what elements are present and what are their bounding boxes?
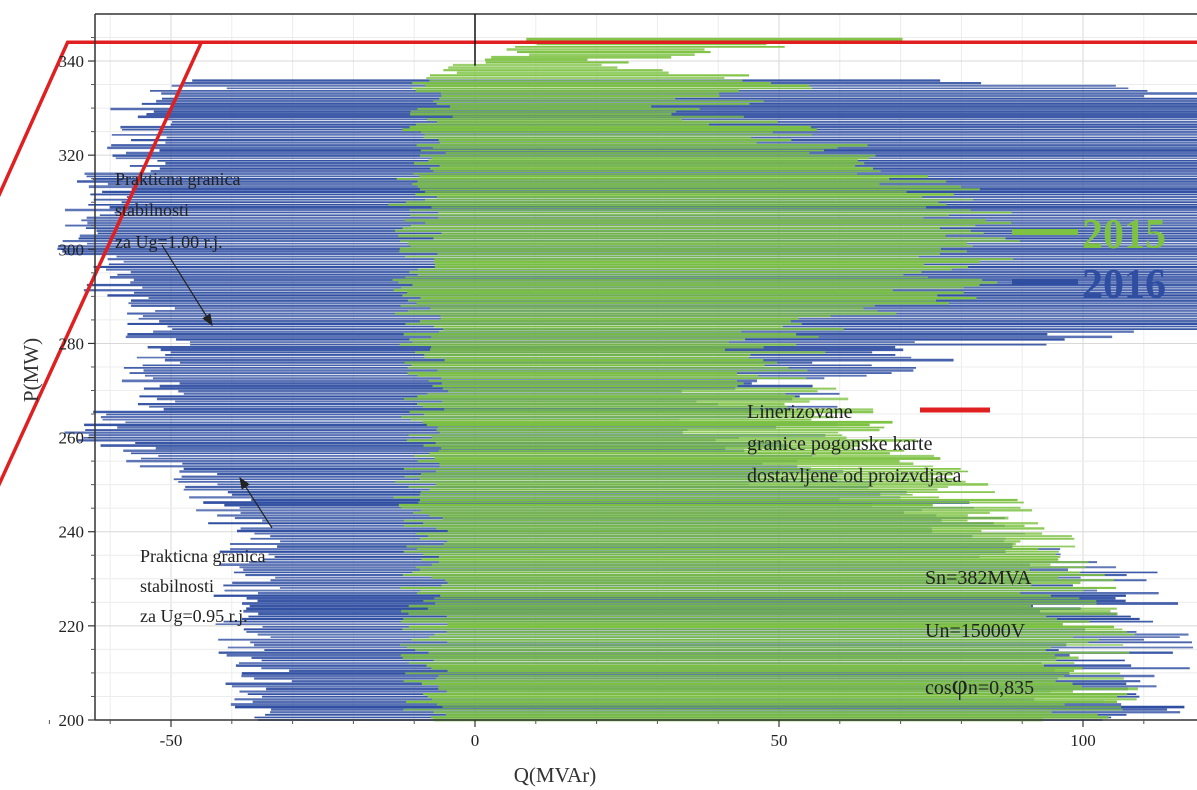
- legend-2015-label: 2015: [1082, 212, 1166, 258]
- x-tick-label: 0: [471, 731, 480, 750]
- annotation-stab-095-line3: za Ug=0.95 r.j.: [140, 606, 248, 626]
- legend-limits-line3: dostavljene od proizvdjaca: [747, 465, 961, 487]
- limit-lines: [0, 40, 1197, 487]
- legend-limits-line1: Linerizovane: [747, 401, 853, 423]
- legend-years: 2015 2016: [1012, 212, 1166, 308]
- y-tick-label: 220: [59, 617, 85, 636]
- y-axis-title: P(MW): [19, 338, 43, 402]
- x-axis-title: Q(MVAr): [514, 763, 596, 787]
- tick-labels: -100-50050100150200200220240260280300320…: [48, 36, 1145, 750]
- legend-limits-line2: granice pogonske karte: [747, 433, 933, 455]
- annotation-stab-095-arrow: [239, 476, 273, 529]
- cos-prefix: cos: [925, 677, 952, 699]
- phi-symbol: φ: [952, 670, 968, 701]
- x-tick-label: -50: [160, 731, 183, 750]
- machine-params: Sn=382MVA Un=15000V cosφn=0,835: [925, 567, 1034, 701]
- legend-limits: Linerizovane granice pogonske karte dost…: [747, 401, 990, 487]
- annotation-stab-095-line1: Prakticna granica: [140, 546, 265, 566]
- y-tick-label: 320: [59, 146, 85, 165]
- limit-line-1: [0, 41, 203, 487]
- y-tick-label: 300: [59, 240, 85, 259]
- annotation-stab-100-arrow: [161, 244, 213, 327]
- annotation-stab-100-line1: Prakticna granica: [115, 169, 240, 189]
- series-2015: [388, 37, 1138, 722]
- annotation-stab-100: Prakticna granica stabilnosti za Ug=1.00…: [115, 169, 240, 327]
- un-label: Un=15000V: [925, 620, 1026, 642]
- x-tick-label: 50: [771, 731, 788, 750]
- annotation-stab-095: Prakticna granica stabilnosti za Ug=0.95…: [140, 476, 273, 626]
- annotation-stab-095-line2: stabilnosti: [140, 576, 214, 596]
- y-tick-label: 340: [59, 52, 85, 71]
- annotation-stab-100-line2: stabilnosti: [115, 200, 189, 220]
- cos-suffix: n=0,835: [968, 677, 1034, 699]
- legend-2016-label: 2016: [1082, 262, 1166, 308]
- y-tick-label: 240: [59, 523, 85, 542]
- annotation-stab-100-line3: za Ug=1.00 r.j.: [115, 232, 223, 252]
- y-tick-label: 280: [59, 334, 85, 353]
- cos-phi-label: cosφn=0,835: [925, 670, 1034, 701]
- sn-label: Sn=382MVA: [925, 567, 1032, 589]
- y-tick-label: 200: [59, 711, 85, 730]
- y-tick-label: 260: [59, 429, 85, 448]
- x-tick-label: 100: [1070, 731, 1096, 750]
